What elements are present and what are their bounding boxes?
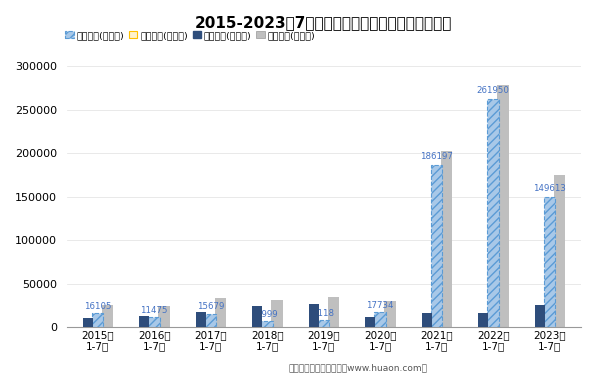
Text: 11475: 11475	[140, 306, 167, 315]
Legend: 贸易顺差(万美元), 贸易逆差(万美元), 进口总额(万美元), 出口总额(万美元): 贸易顺差(万美元), 贸易逆差(万美元), 进口总额(万美元), 出口总额(万美…	[61, 27, 319, 44]
Bar	[544, 197, 555, 327]
Bar	[83, 318, 93, 327]
Bar	[328, 297, 339, 327]
Bar	[195, 312, 206, 327]
Text: 8118: 8118	[312, 309, 334, 318]
Text: 17734: 17734	[366, 301, 393, 310]
Bar	[102, 304, 113, 327]
Bar	[261, 321, 272, 327]
Bar	[535, 306, 545, 327]
Text: 15679: 15679	[197, 302, 224, 311]
Text: 6999: 6999	[256, 310, 278, 319]
Bar	[252, 306, 262, 327]
Bar	[431, 165, 442, 327]
Text: 261950: 261950	[476, 86, 510, 95]
Bar	[554, 175, 565, 327]
Text: 149613: 149613	[533, 184, 566, 193]
Bar	[374, 312, 386, 327]
Title: 2015-2023年7月青岛胶州湾综合保税区进出口差额: 2015-2023年7月青岛胶州湾综合保税区进出口差额	[195, 15, 452, 30]
Bar	[204, 313, 216, 327]
Bar	[148, 317, 160, 327]
Bar	[271, 300, 283, 327]
Bar	[309, 304, 319, 327]
Bar	[384, 301, 396, 327]
Bar	[478, 313, 488, 327]
Bar	[159, 306, 170, 327]
Bar	[318, 320, 329, 327]
Text: 186197: 186197	[420, 152, 453, 161]
Bar	[498, 85, 508, 327]
Bar	[139, 316, 150, 327]
Bar	[441, 151, 452, 327]
Text: 16105: 16105	[83, 302, 111, 311]
Bar	[92, 313, 103, 327]
Bar	[487, 99, 498, 327]
Text: 制图：华经产业研究院（www.huaon.com）: 制图：华经产业研究院（www.huaon.com）	[288, 363, 427, 372]
Bar	[215, 298, 226, 327]
Bar	[365, 317, 375, 327]
Bar	[421, 313, 432, 327]
